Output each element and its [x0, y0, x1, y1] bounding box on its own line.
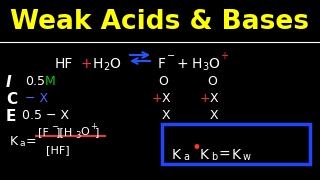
Text: − X: − X [25, 92, 48, 105]
Text: O: O [158, 75, 168, 88]
Text: +: + [90, 122, 97, 131]
Text: +: + [81, 57, 92, 71]
Text: C: C [6, 92, 17, 107]
Text: 0.5: 0.5 [25, 75, 45, 88]
Text: +: + [152, 92, 163, 105]
Text: X: X [162, 109, 171, 122]
Text: O: O [80, 127, 89, 137]
Text: ]: ] [95, 127, 100, 137]
Text: [HF]: [HF] [46, 145, 70, 155]
Text: 3: 3 [75, 131, 80, 140]
Text: X: X [210, 109, 219, 122]
Text: +: + [200, 92, 211, 105]
Text: −: − [167, 51, 175, 61]
Text: b: b [211, 152, 217, 162]
Text: •: • [191, 139, 201, 157]
Text: w: w [243, 152, 251, 162]
Text: K: K [200, 148, 209, 162]
Text: F: F [158, 57, 166, 71]
Bar [162, 124, 310, 164]
Text: E: E [6, 109, 16, 124]
Text: M: M [45, 75, 56, 88]
Text: K: K [232, 148, 241, 162]
Text: O: O [207, 75, 217, 88]
Text: I: I [6, 75, 12, 90]
Text: 2: 2 [103, 62, 109, 72]
Text: X: X [210, 92, 219, 105]
Text: =: = [26, 135, 36, 148]
Text: +: + [220, 51, 228, 61]
Text: O: O [109, 57, 120, 71]
Text: −: − [51, 122, 58, 131]
Text: +: + [177, 57, 188, 71]
Text: =: = [219, 148, 231, 162]
Text: 0.5 − X: 0.5 − X [22, 109, 69, 122]
Text: K: K [172, 148, 181, 162]
Text: H: H [93, 57, 103, 71]
Text: ][H: ][H [56, 127, 73, 137]
Text: HF: HF [55, 57, 73, 71]
Text: a: a [183, 152, 189, 162]
Text: O: O [208, 57, 219, 71]
Text: H: H [192, 57, 202, 71]
Text: a: a [19, 139, 25, 148]
Text: X: X [162, 92, 171, 105]
Text: 3: 3 [202, 62, 208, 72]
Text: Weak Acids & Bases: Weak Acids & Bases [11, 9, 309, 35]
Text: K: K [10, 135, 18, 148]
Text: [F: [F [38, 127, 49, 137]
